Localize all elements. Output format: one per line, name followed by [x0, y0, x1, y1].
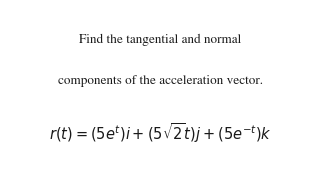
Text: Find the tangential and normal: Find the tangential and normal: [79, 33, 241, 46]
Text: components of the acceleration vector.: components of the acceleration vector.: [58, 75, 262, 87]
Text: $r(t) = (5e^{t})i + (5\sqrt{2}t)j + (5e^{-t})k$: $r(t) = (5e^{t})i + (5\sqrt{2}t)j + (5e^…: [49, 121, 271, 145]
